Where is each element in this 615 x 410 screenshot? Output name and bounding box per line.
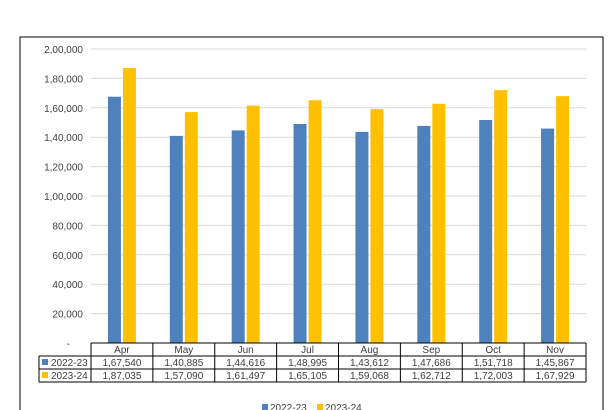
table-key-2023-24 (42, 372, 48, 378)
bars (107, 68, 570, 344)
bar-2022-23-Apr (107, 96, 121, 343)
bar-2023-24-Sep (432, 103, 446, 344)
legend-key-2023-24 (317, 404, 323, 410)
bar-2023-24-Jul (308, 100, 322, 343)
category-label: May (174, 345, 193, 356)
y-tick-label: 1,80,000 (44, 74, 83, 85)
data-table-value: 1,40,885 (164, 358, 203, 369)
bar-2022-23-Sep (417, 125, 431, 343)
data-table-value: 1,57,090 (164, 371, 203, 382)
table-key-2022-23 (42, 359, 48, 365)
bar-2023-24-May (184, 112, 198, 343)
data-table-value: 1,47,686 (412, 358, 451, 369)
data-table-value: 1,72,003 (474, 371, 513, 382)
data-table-value: 1,67,929 (536, 371, 575, 382)
bar-2023-24-Aug (370, 109, 384, 343)
data-table-value: 1,51,718 (474, 358, 513, 369)
data-table-value: 1,65,105 (288, 371, 327, 382)
category-label: Nov (546, 345, 564, 356)
series-row-label: 2023-24 (51, 371, 88, 382)
bar-2023-24-Oct (494, 90, 508, 344)
series-row-label: 2022-23 (51, 358, 88, 369)
y-tick-label: 60,000 (52, 251, 83, 262)
bar-2023-24-Jun (246, 105, 260, 343)
legend-label: 2022-23 (270, 403, 307, 410)
data-table-value: 1,44,616 (226, 358, 265, 369)
data-table-value: 1,48,995 (288, 358, 327, 369)
data-table-value: 1,61,497 (226, 371, 265, 382)
bar-2022-23-Jul (293, 123, 307, 343)
category-label: Aug (361, 345, 379, 356)
category-label: Oct (485, 345, 501, 356)
data-table: Apr May Jun Jul Aug Sep Oct Nov 2022-23 1,67,540 1… (38, 342, 587, 383)
y-tick-label: 1,00,000 (44, 192, 83, 203)
y-tick-label: 40,000 (52, 280, 83, 291)
bar-2022-23-Jun (231, 130, 245, 343)
data-table-value: 1,62,712 (412, 371, 451, 382)
data-table-value: 1,87,035 (102, 371, 141, 382)
y-tick-label: 2,00,000 (44, 45, 83, 56)
y-axis-ticks: - 20,000 40,000 60,000 80,000 1,00,000 1,20,00… (44, 45, 83, 350)
data-table-value: 1,43,612 (350, 358, 389, 369)
y-tick-label: 80,000 (52, 221, 83, 232)
y-tick-label: - (67, 339, 70, 350)
bar-2022-23-Aug (355, 131, 369, 343)
bar-2023-24-Apr (122, 68, 136, 344)
data-table-value: 1,59,068 (350, 371, 389, 382)
category-label: Jun (238, 345, 254, 356)
bar-2022-23-May (169, 135, 183, 343)
legend-label: 2023-24 (325, 403, 362, 410)
legend-key-2022-23 (262, 404, 268, 410)
bar-2022-23-Oct (479, 119, 493, 343)
bar-2023-24-Nov (556, 96, 570, 343)
data-table-value: 1,67,540 (102, 358, 141, 369)
data-table-value: 1,45,867 (536, 358, 575, 369)
y-tick-label: 1,60,000 (44, 104, 83, 115)
legend: 2022-23 2023-24 (262, 403, 362, 410)
category-label: Sep (422, 345, 440, 356)
y-tick-label: 20,000 (52, 310, 83, 321)
y-tick-label: 1,40,000 (44, 133, 83, 144)
bar-2022-23-Nov (541, 128, 555, 343)
category-label: Jul (301, 345, 314, 356)
y-tick-label: 1,20,000 (44, 163, 83, 174)
category-label: Apr (114, 345, 130, 356)
